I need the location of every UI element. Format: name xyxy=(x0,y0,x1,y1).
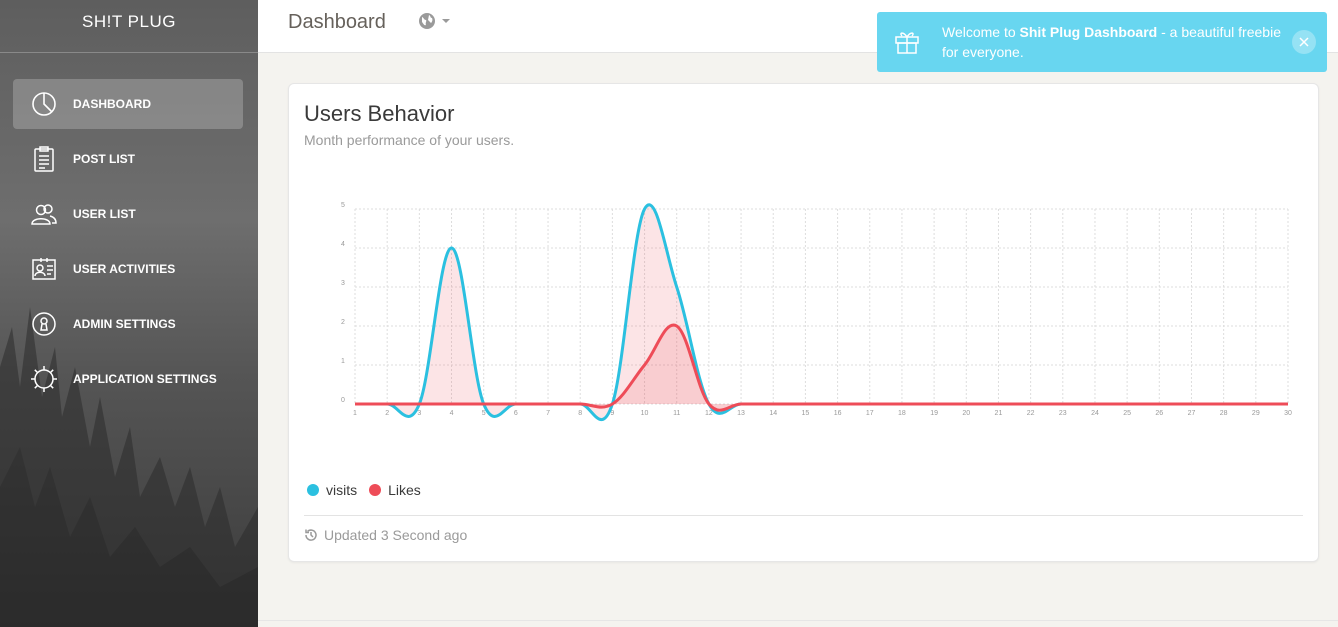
x-tick-label: 7 xyxy=(546,410,550,417)
sidebar-item-application-settings[interactable]: APPLICATION SETTINGS xyxy=(13,354,243,404)
sidebar-item-user-list[interactable]: USER LIST xyxy=(13,189,243,239)
x-tick-label: 16 xyxy=(834,410,842,417)
x-tick-label: 9 xyxy=(610,410,614,417)
sidebar-item-label: APPLICATION SETTINGS xyxy=(73,372,217,386)
notification-message: Welcome to Shit Plug Dashboard - a beaut… xyxy=(942,22,1292,62)
x-tick-label: 18 xyxy=(898,410,906,417)
legend-label: Likes xyxy=(388,482,421,498)
legend-swatch xyxy=(369,484,382,496)
caret-down-icon xyxy=(442,19,450,23)
x-tick-label: 26 xyxy=(1155,410,1163,417)
sidebar-item-admin-settings[interactable]: ADMIN SETTINGS xyxy=(13,299,243,349)
x-tick-label: 6 xyxy=(514,410,518,417)
x-tick-label: 22 xyxy=(1027,410,1035,417)
legend-item-likes: Likes xyxy=(369,482,421,498)
clipboard-icon xyxy=(29,144,59,174)
x-tick-label: 3 xyxy=(417,410,421,417)
history-icon xyxy=(305,529,317,541)
series-area-visits xyxy=(355,204,1288,420)
x-tick-label: 10 xyxy=(641,410,649,417)
lock-badge-icon xyxy=(29,309,59,339)
language-dropdown[interactable] xyxy=(418,12,451,30)
x-tick-label: 29 xyxy=(1252,410,1260,417)
x-tick-label: 1 xyxy=(353,410,357,417)
y-tick-label: 4 xyxy=(341,241,345,248)
y-tick-label: 5 xyxy=(341,202,345,209)
series-area-likes xyxy=(355,325,1288,411)
y-tick-label: 3 xyxy=(341,280,345,287)
close-icon xyxy=(1299,37,1309,47)
x-tick-label: 13 xyxy=(737,410,745,417)
series-line-visits xyxy=(354,203,1288,421)
x-tick-label: 21 xyxy=(995,410,1003,417)
y-tick-label: 1 xyxy=(341,358,345,365)
card-divider xyxy=(304,515,1303,516)
legend-label: visits xyxy=(326,482,358,498)
card-footer: Updated 3 Second ago xyxy=(304,527,467,543)
card-title: Users Behavior xyxy=(304,101,455,126)
sidebar-item-label: USER LIST xyxy=(73,207,136,221)
sidebar-item-label: POST LIST xyxy=(73,152,136,166)
sidebar: SH!T PLUG DASHBOARD POST LIST USER LIST … xyxy=(0,0,258,627)
sidebar-item-dashboard[interactable]: DASHBOARD xyxy=(13,79,243,129)
users-behavior-chart: 1 2 3 4 5 6 7 8 9 10 11 12 13 14 15 16 17 18 19 20 21 22 23 24 2… xyxy=(341,202,1292,421)
gear-icon xyxy=(29,364,59,394)
close-button[interactable] xyxy=(1292,30,1316,54)
x-tick-label: 14 xyxy=(769,410,777,417)
card-subtitle: Month performance of your users. xyxy=(304,132,515,148)
x-tick-label: 5 xyxy=(482,410,486,417)
notification-suffix: - a beautiful freebie for everyone. xyxy=(942,24,1281,60)
x-tick-label: 30 xyxy=(1284,410,1292,417)
footer-divider xyxy=(258,620,1338,621)
notification-strong: Shit Plug Dashboard xyxy=(1019,24,1158,40)
forest-background xyxy=(0,307,258,627)
x-tick-label: 20 xyxy=(962,410,970,417)
x-tick-label: 19 xyxy=(930,410,938,417)
globe-icon xyxy=(419,13,435,29)
x-tick-label: 4 xyxy=(450,410,454,417)
sidebar-item-label: DASHBOARD xyxy=(73,97,151,111)
x-tick-label: 12 xyxy=(705,410,713,417)
sidebar-item-label: ADMIN SETTINGS xyxy=(73,317,176,331)
sidebar-item-post-list[interactable]: POST LIST xyxy=(13,134,243,184)
chart-legend: visits Likes xyxy=(307,482,433,498)
gift-icon xyxy=(895,32,919,54)
x-tick-label: 2 xyxy=(385,410,389,417)
x-tick-label: 24 xyxy=(1091,410,1099,417)
x-tick-label: 8 xyxy=(578,410,582,417)
welcome-notification: Welcome to Shit Plug Dashboard - a beaut… xyxy=(877,12,1327,72)
y-tick-label: 0 xyxy=(341,397,345,404)
legend-swatch xyxy=(307,484,319,496)
x-tick-label: 17 xyxy=(866,410,874,417)
x-tick-label: 11 xyxy=(673,410,680,417)
sidebar-nav: DASHBOARD POST LIST USER LIST USER ACTIV… xyxy=(0,79,258,404)
updated-text: Updated 3 Second ago xyxy=(324,527,468,543)
x-tick-label: 15 xyxy=(802,410,810,417)
y-tick-label: 2 xyxy=(341,319,345,326)
users-icon xyxy=(29,199,59,229)
x-tick-label: 28 xyxy=(1220,410,1228,417)
sidebar-item-user-activities[interactable]: USER ACTIVITIES xyxy=(13,244,243,294)
brand-logo[interactable]: SH!T PLUG xyxy=(0,0,258,53)
page-title: Dashboard xyxy=(288,11,386,33)
pie-chart-icon xyxy=(29,89,59,119)
notification-prefix: Welcome to xyxy=(942,24,1020,40)
x-tick-label: 23 xyxy=(1059,410,1067,417)
users-behavior-card: Users Behavior Month performance of your… xyxy=(288,83,1319,562)
x-tick-label: 27 xyxy=(1188,410,1196,417)
series-line-likes xyxy=(354,323,1288,412)
sidebar-item-label: USER ACTIVITIES xyxy=(73,262,176,276)
legend-item-visits: visits xyxy=(307,482,357,498)
id-card-icon xyxy=(29,254,59,284)
x-tick-label: 25 xyxy=(1123,410,1131,417)
